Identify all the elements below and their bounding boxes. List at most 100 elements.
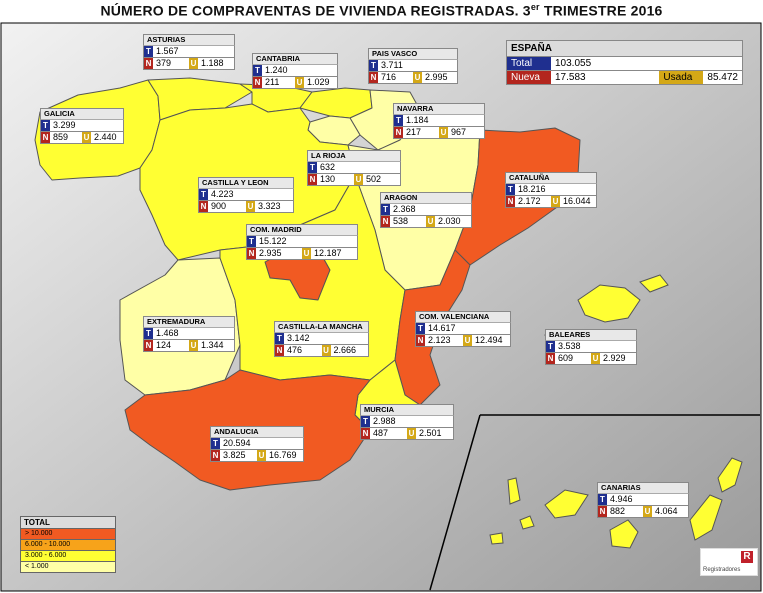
region-total-row: T 15.122 [246, 235, 358, 248]
region-nueva-usada-row: N 882 U 4.064 [597, 506, 689, 518]
spain-total-row: Total 103.055 [506, 57, 743, 71]
region-total-row: T 2.368 [380, 203, 472, 216]
nueva-tag: N [253, 77, 262, 88]
total-tag: T [546, 341, 555, 352]
region-total-row: T 632 [307, 161, 401, 174]
nueva-tag: N [144, 340, 153, 351]
region-total-value: 1.240 [265, 65, 288, 75]
nueva-tag: N [41, 132, 50, 143]
region-nueva-usada-row: N 124 U 1.344 [143, 340, 235, 352]
region-box-castilla-leon: CASTILLA Y LEON T 4.223 N 900 U 3.323 [198, 177, 294, 213]
total-tag: T [361, 416, 370, 427]
total-tag: T [598, 494, 607, 505]
region-nueva-usada-row: N 859 U 2.440 [40, 132, 124, 144]
nueva-tag: N [247, 248, 256, 259]
total-tag: T [381, 204, 390, 215]
region-box-madrid: COM. MADRID T 15.122 N 2.935 U 12.187 [246, 224, 358, 260]
region-box-extremadura: EXTREMADURA T 1.468 N 124 U 1.344 [143, 316, 235, 352]
region-nueva-usada-row: N 487 U 2.501 [360, 428, 454, 440]
region-total-value: 18.216 [518, 184, 546, 194]
usada-tag: U [426, 216, 435, 227]
usada-tag: U [643, 506, 652, 517]
island-el-hierro [489, 532, 504, 545]
nueva-tag: N [275, 345, 284, 356]
region-usada-value: 2.995 [425, 72, 448, 82]
nueva-tag: N [416, 335, 425, 346]
region-name: CANTABRIA [252, 53, 338, 64]
region-nueva-usada-row: N 3.825 U 16.769 [210, 450, 304, 462]
region-total-value: 4.223 [211, 189, 234, 199]
region-box-pais-vasco: PAIS VASCO T 3.711 N 716 U 2.995 [368, 48, 458, 84]
region-usada-value: 2.440 [94, 132, 117, 142]
region-nueva-usada-row: N 211 U 1.029 [252, 77, 338, 89]
nueva-tag: N [199, 201, 208, 212]
usada-tag: U [439, 127, 448, 138]
usada-tag: U [246, 201, 255, 212]
region-total-value: 2.988 [373, 416, 396, 426]
nueva-tag: N [144, 58, 153, 69]
region-nueva-value: 211 [265, 77, 280, 87]
region-total-row: T 3.711 [368, 59, 458, 72]
region-nueva-value: 2.123 [428, 335, 451, 345]
region-box-canarias: CANARIAS T 4.946 N 882 U 4.064 [597, 482, 689, 518]
region-usada-value: 2.030 [438, 216, 461, 226]
usada-tag: U [82, 132, 91, 143]
region-box-valenciana: COM. VALENCIANA T 14.617 N 2.123 U 12.494 [415, 311, 511, 347]
region-usada-value: 1.029 [307, 77, 330, 87]
total-tag: T [308, 162, 317, 173]
nueva-tag: N [394, 127, 403, 138]
region-nueva-usada-row: N 379 U 1.188 [143, 58, 235, 70]
region-usada-value: 1.344 [201, 340, 224, 350]
region-usada-value: 1.188 [201, 58, 224, 68]
region-total-row: T 14.617 [415, 322, 511, 335]
region-usada-value: 12.494 [475, 335, 503, 345]
region-total-row: T 1.240 [252, 64, 338, 77]
region-name: ASTURIAS [143, 34, 235, 45]
region-total-value: 632 [320, 162, 336, 172]
spain-nueva-label: Nueva [507, 71, 551, 84]
region-nueva-value: 538 [393, 216, 409, 226]
usada-tag: U [407, 428, 416, 439]
region-total-row: T 3.299 [40, 119, 124, 132]
region-total-value: 3.711 [381, 60, 403, 70]
region-total-value: 1.184 [406, 115, 429, 125]
usada-tag: U [189, 58, 198, 69]
region-total-row: T 3.142 [274, 332, 369, 345]
total-tag: T [416, 323, 425, 334]
region-total-row: T 3.538 [545, 340, 637, 353]
nueva-tag: N [369, 72, 378, 83]
region-name: COM. MADRID [246, 224, 358, 235]
total-tag: T [394, 115, 403, 126]
island-la-gomera [519, 515, 535, 530]
region-nueva-value: 130 [320, 174, 336, 184]
total-tag: T [41, 120, 50, 131]
region-total-value: 15.122 [259, 236, 287, 246]
region-usada-value: 16.769 [269, 450, 297, 460]
nueva-tag: N [308, 174, 317, 185]
canarias-inset-border [429, 414, 760, 591]
region-usada-value: 2.501 [419, 428, 442, 438]
total-tag: T [275, 333, 284, 344]
usada-tag: U [295, 77, 304, 88]
region-box-baleares: BALEARES T 3.538 N 609 U 2.929 [545, 329, 637, 365]
region-nueva-usada-row: N 609 U 2.929 [545, 353, 637, 365]
region-total-value: 3.538 [558, 341, 581, 351]
region-name: BALEARES [545, 329, 637, 340]
region-usada-value: 4.064 [655, 506, 678, 516]
spain-summary: ESPAÑA Total 103.055 Nueva 17.583 Usada … [506, 40, 743, 85]
region-nueva-value: 2.935 [259, 248, 282, 258]
nueva-tag: N [506, 196, 515, 207]
region-nueva-value: 476 [287, 345, 303, 355]
nueva-tag: N [546, 353, 555, 364]
region-canarias-islands [489, 457, 743, 549]
region-nueva-value: 487 [373, 428, 389, 438]
island-lanzarote [717, 457, 743, 493]
region-total-row: T 4.946 [597, 493, 689, 506]
region-nueva-usada-row: N 217 U 967 [393, 127, 485, 139]
total-tag: T [144, 46, 153, 57]
region-nueva-value: 859 [53, 132, 69, 142]
total-tag: T [211, 438, 220, 449]
region-total-value: 3.142 [287, 333, 310, 343]
region-usada-value: 12.187 [314, 248, 342, 258]
island-menorca [639, 274, 669, 293]
